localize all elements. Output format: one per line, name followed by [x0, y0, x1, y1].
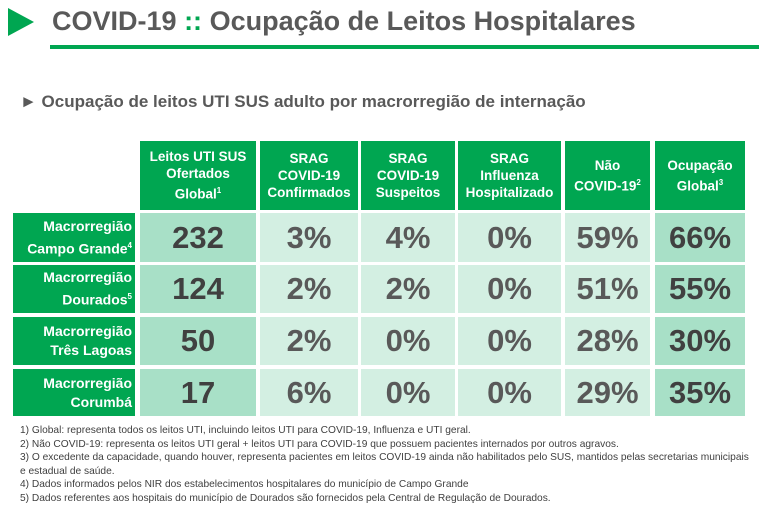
column-header-text: Global [174, 186, 217, 202]
page-title: COVID-19 :: Ocupação de Leitos Hospitala… [52, 6, 636, 37]
table-cell: 2% [260, 265, 358, 313]
row-header-line: Macrorregião [43, 269, 132, 286]
row-header-line: Três Lagoas [13, 341, 132, 360]
title-arrow-icon [8, 8, 34, 36]
table-cell: 59% [565, 213, 650, 262]
row-header-line: Macrorregião [43, 323, 132, 339]
column-header: Ocupação Global3 [655, 141, 745, 210]
column-header-line: COVID-19 [376, 168, 440, 183]
column-header-line: SRAG [388, 151, 428, 166]
row-header-line: Macrorregião [43, 374, 132, 391]
region-name: Dourados [62, 291, 128, 308]
table-cell: 30% [655, 317, 745, 365]
column-header-line: Suspeitos [375, 185, 441, 200]
column-header-line: Confirmados [267, 185, 351, 200]
table-cell: 55% [655, 265, 745, 313]
region-name: Três Lagoas [50, 342, 132, 358]
footnote: 1) Global: representa todos os leitos UT… [20, 425, 471, 436]
column-header: SRAG Influenza Hospitalizado [458, 141, 561, 210]
row-header: Macrorregião Dourados5 [13, 265, 135, 313]
footnote: 4) Dados informados pelos NIR dos estabe… [20, 479, 469, 490]
table-cell: 3% [260, 213, 358, 262]
region-name: Campo Grande [27, 240, 128, 257]
table-cell: 0% [458, 265, 561, 313]
table-cell: 2% [260, 317, 358, 365]
column-header-line: Hospitalizado [465, 185, 554, 200]
column-header-text: Global [676, 178, 719, 194]
column-header-line: COVID-19 [277, 168, 341, 183]
title-separator: :: [184, 6, 203, 36]
footnote-ref: 5 [127, 292, 132, 302]
table-cell: 35% [655, 369, 745, 416]
column-header-line: Global1 [175, 182, 221, 203]
column-header-line: COVID-192 [574, 174, 641, 195]
column-header-line: Global3 [677, 174, 723, 195]
table-cell: 6% [260, 369, 358, 416]
table-cell: 29% [565, 369, 650, 416]
column-header: Não COVID-192 [565, 141, 650, 210]
row-header-line: Macrorregião [43, 217, 132, 234]
table-cell: 0% [458, 213, 561, 262]
table-cell: 232 [140, 213, 256, 262]
table-cell: 0% [361, 369, 455, 416]
column-header: SRAG COVID-19 Suspeitos [361, 141, 455, 210]
table-cell: 28% [565, 317, 650, 365]
footnote: 2) Não COVID-19: representa os leitos UT… [20, 438, 619, 450]
column-header-text: COVID-19 [574, 178, 637, 194]
column-header-line: Leitos UTI SUS [149, 149, 247, 165]
table-cell: 66% [655, 213, 745, 262]
table-cell: 50 [140, 317, 256, 365]
column-header-line: Ocupação [667, 157, 733, 173]
section-subtitle: ► Ocupação de leitos UTI SUS adulto por … [20, 92, 586, 111]
table-cell: 4% [361, 213, 455, 262]
row-header: Macrorregião Corumbá [13, 369, 135, 416]
column-header-line: SRAG [489, 151, 529, 166]
table-cell: 51% [565, 265, 650, 313]
footnote-ref: 1 [216, 186, 222, 196]
title-rest: Ocupação de Leitos Hospitalares [209, 6, 636, 36]
row-header: Macrorregião Campo Grande4 [13, 213, 135, 262]
column-header: Leitos UTI SUS Ofertados Global1 [140, 141, 256, 210]
region-name: Corumbá [70, 393, 132, 410]
footnote: 5) Dados referentes aos hospitais do mun… [20, 492, 551, 504]
table-cell: 0% [361, 317, 455, 365]
table-cell: 17 [140, 369, 256, 416]
footnote-ref: 3 [718, 177, 724, 187]
row-header-line: Dourados5 [13, 287, 132, 310]
table-cell: 124 [140, 265, 256, 313]
footnote-ref: 2 [636, 177, 641, 187]
table-cell: 2% [361, 265, 455, 313]
row-header: Macrorregião Três Lagoas [13, 317, 135, 365]
column-header-line: Ofertados [166, 166, 230, 182]
column-header-line: SRAG [289, 151, 329, 166]
title-underline [50, 45, 759, 49]
column-header: SRAG COVID-19 Confirmados [260, 141, 358, 210]
table-cell: 0% [458, 317, 561, 365]
footnote: 3) O excedente da capacidade, quando hou… [20, 452, 749, 477]
row-header-line: Corumbá [13, 393, 132, 412]
footnote-ref: 4 [127, 240, 132, 250]
title-main: COVID-19 [52, 6, 177, 36]
column-header-line: Não [594, 157, 621, 173]
row-header-line: Campo Grande4 [13, 236, 132, 259]
column-header-line: Influenza [480, 168, 539, 183]
table-cell: 0% [458, 369, 561, 416]
footnotes: 1) Global: representa todos os leitos UT… [20, 424, 750, 505]
